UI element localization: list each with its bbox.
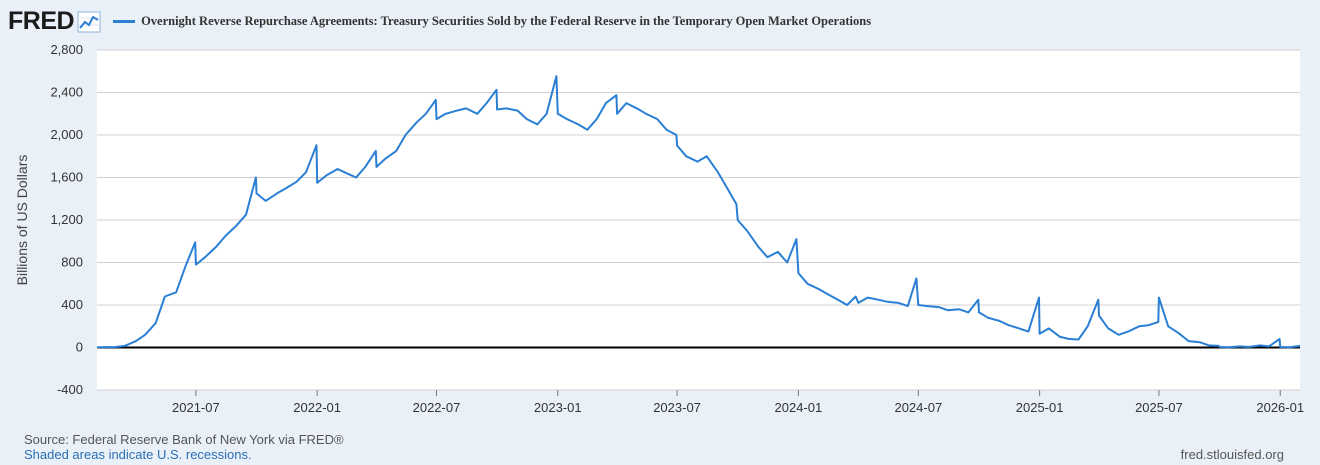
x-tick-label: 2022-01	[293, 400, 341, 415]
y-axis-ticks: -400 0 400 800 1,200 1,600 2,000 2,400 2,800	[50, 42, 83, 397]
line-graph-icon	[77, 11, 101, 32]
y-tick-label: 2,000	[50, 127, 83, 142]
y-tick-label: 400	[61, 297, 83, 312]
y-tick-label: 800	[61, 255, 83, 270]
fred-logo[interactable]: FRED	[8, 6, 75, 35]
x-tick-label: 2023-01	[534, 400, 582, 415]
y-tick-label: 2,800	[50, 42, 83, 57]
chart-title: Overnight Reverse Repurchase Agreements:…	[141, 13, 872, 28]
x-axis-ticks: 2021-07 2022-01 2022-07 2023-01 2023-07 2024-…	[172, 390, 1304, 415]
recession-note[interactable]: Shaded areas indicate U.S. recessions.	[24, 447, 252, 462]
grid-lines	[97, 49, 1300, 391]
y-tick-label: 0	[76, 340, 83, 355]
y-tick-label: -400	[57, 382, 83, 397]
x-tick-label: 2021-07	[172, 400, 220, 415]
chart-header: FRED Overnight Reverse Repurchase Agreem…	[8, 6, 871, 36]
x-tick-label: 2026-01	[1256, 400, 1304, 415]
source-text: Source: Federal Reserve Bank of New York…	[24, 432, 344, 447]
x-tick-label: 2025-07	[1135, 400, 1183, 415]
x-tick-label: 2022-07	[413, 400, 461, 415]
x-tick-label: 2023-07	[653, 400, 701, 415]
y-axis-label: Billions of US Dollars	[14, 155, 30, 286]
series-line	[96, 75, 1301, 349]
x-tick-label: 2025-01	[1016, 400, 1064, 415]
x-tick-label: 2024-01	[775, 400, 823, 415]
legend-swatch	[113, 19, 136, 23]
x-tick-label: 2024-07	[894, 400, 942, 415]
site-url[interactable]: fred.stlouisfed.org	[1180, 447, 1284, 462]
y-tick-label: 1,200	[50, 212, 83, 227]
y-tick-label: 1,600	[50, 170, 83, 185]
y-tick-label: 2,400	[50, 85, 83, 100]
